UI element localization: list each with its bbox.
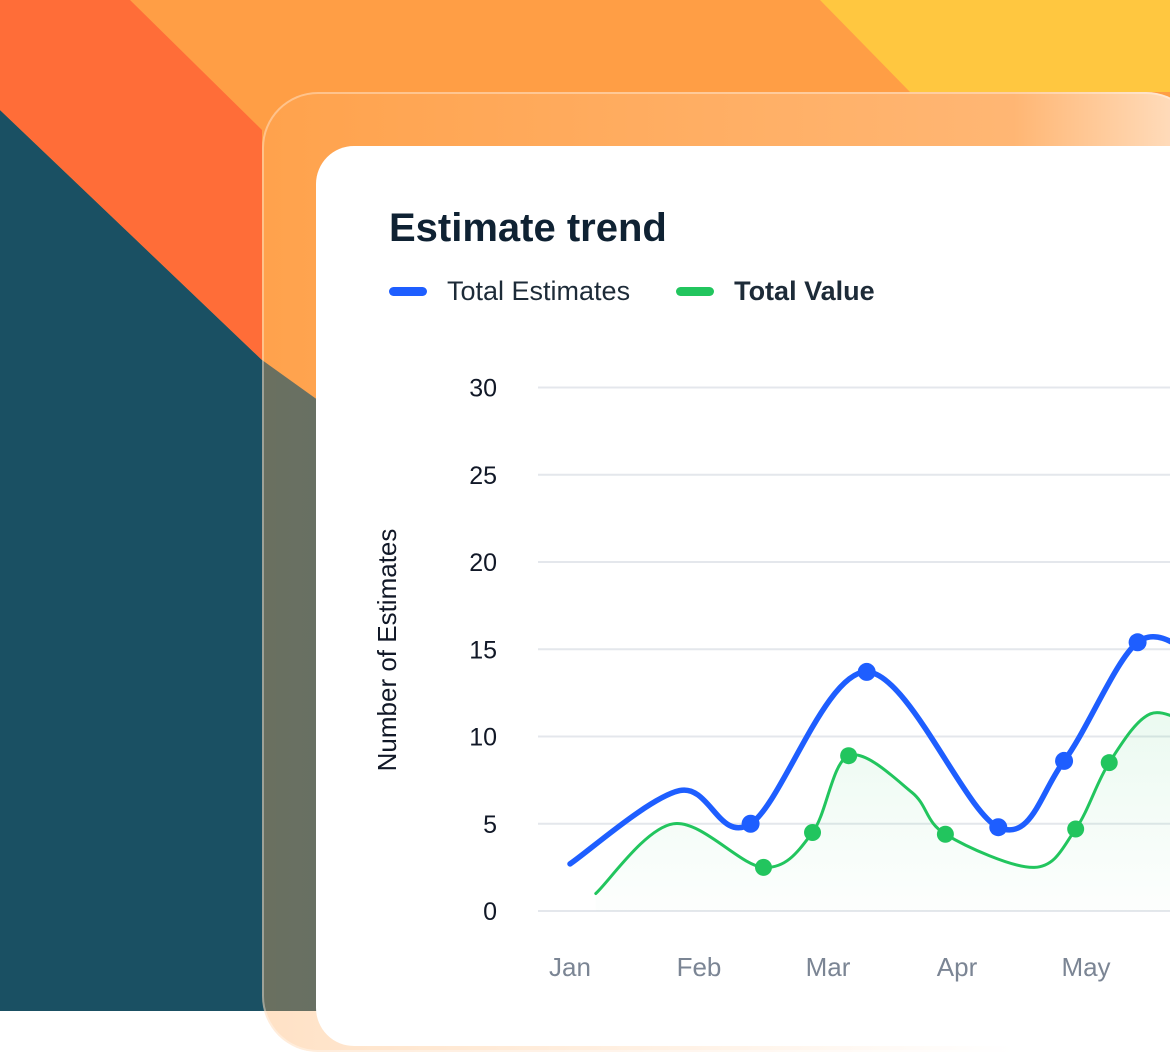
data-point-total-value[interactable] xyxy=(755,858,772,876)
series-line-total-estimates xyxy=(567,633,1170,867)
data-point-total-estimates[interactable] xyxy=(1055,751,1074,770)
x-tick-label-jan: Jan xyxy=(549,952,591,982)
x-tick-label-feb: Feb xyxy=(677,952,722,982)
data-point-total-estimates[interactable] xyxy=(741,814,760,833)
chart-legend: Total Estimates Total Value xyxy=(389,276,921,307)
y-tick-label: 30 xyxy=(469,375,497,403)
data-point-total-estimates[interactable] xyxy=(1128,633,1147,652)
y-tick-label: 10 xyxy=(469,724,497,752)
data-point-total-value[interactable] xyxy=(1100,754,1118,772)
chart-title: Estimate trend xyxy=(389,206,667,250)
x-tick-label-mar: Mar xyxy=(806,952,851,982)
line-chart: 0 5 10 15 20 25 30 Jan Feb Mar Apr May Number of E… xyxy=(372,375,1170,982)
y-tick-label: 5 xyxy=(483,811,497,839)
data-point-total-value[interactable] xyxy=(936,825,954,843)
y-tick-label: 15 xyxy=(469,636,497,664)
area-total-value xyxy=(595,712,1170,911)
legend-label-total-estimates: Total Estimates xyxy=(447,276,631,306)
legend-item-total-value[interactable]: Total Value xyxy=(676,276,875,307)
y-tick-label: 0 xyxy=(483,898,497,926)
data-point-total-value[interactable] xyxy=(804,823,822,841)
data-point-total-estimates[interactable] xyxy=(989,818,1008,837)
legend-swatch-total-value xyxy=(676,287,715,296)
data-point-total-value[interactable] xyxy=(840,747,858,765)
y-tick-label: 20 xyxy=(469,549,497,577)
legend-swatch-total-estimates xyxy=(389,287,427,296)
y-tick-label: 25 xyxy=(469,462,497,490)
legend-item-total-estimates[interactable]: Total Estimates xyxy=(389,276,630,307)
x-tick-label-apr: Apr xyxy=(937,952,978,982)
data-point-total-estimates[interactable] xyxy=(857,662,876,681)
legend-label-total-value: Total Value xyxy=(734,276,875,306)
x-tick-label-may: May xyxy=(1061,952,1110,982)
data-point-total-value[interactable] xyxy=(1067,820,1085,838)
y-axis-label: Number of Estimates xyxy=(372,529,402,772)
